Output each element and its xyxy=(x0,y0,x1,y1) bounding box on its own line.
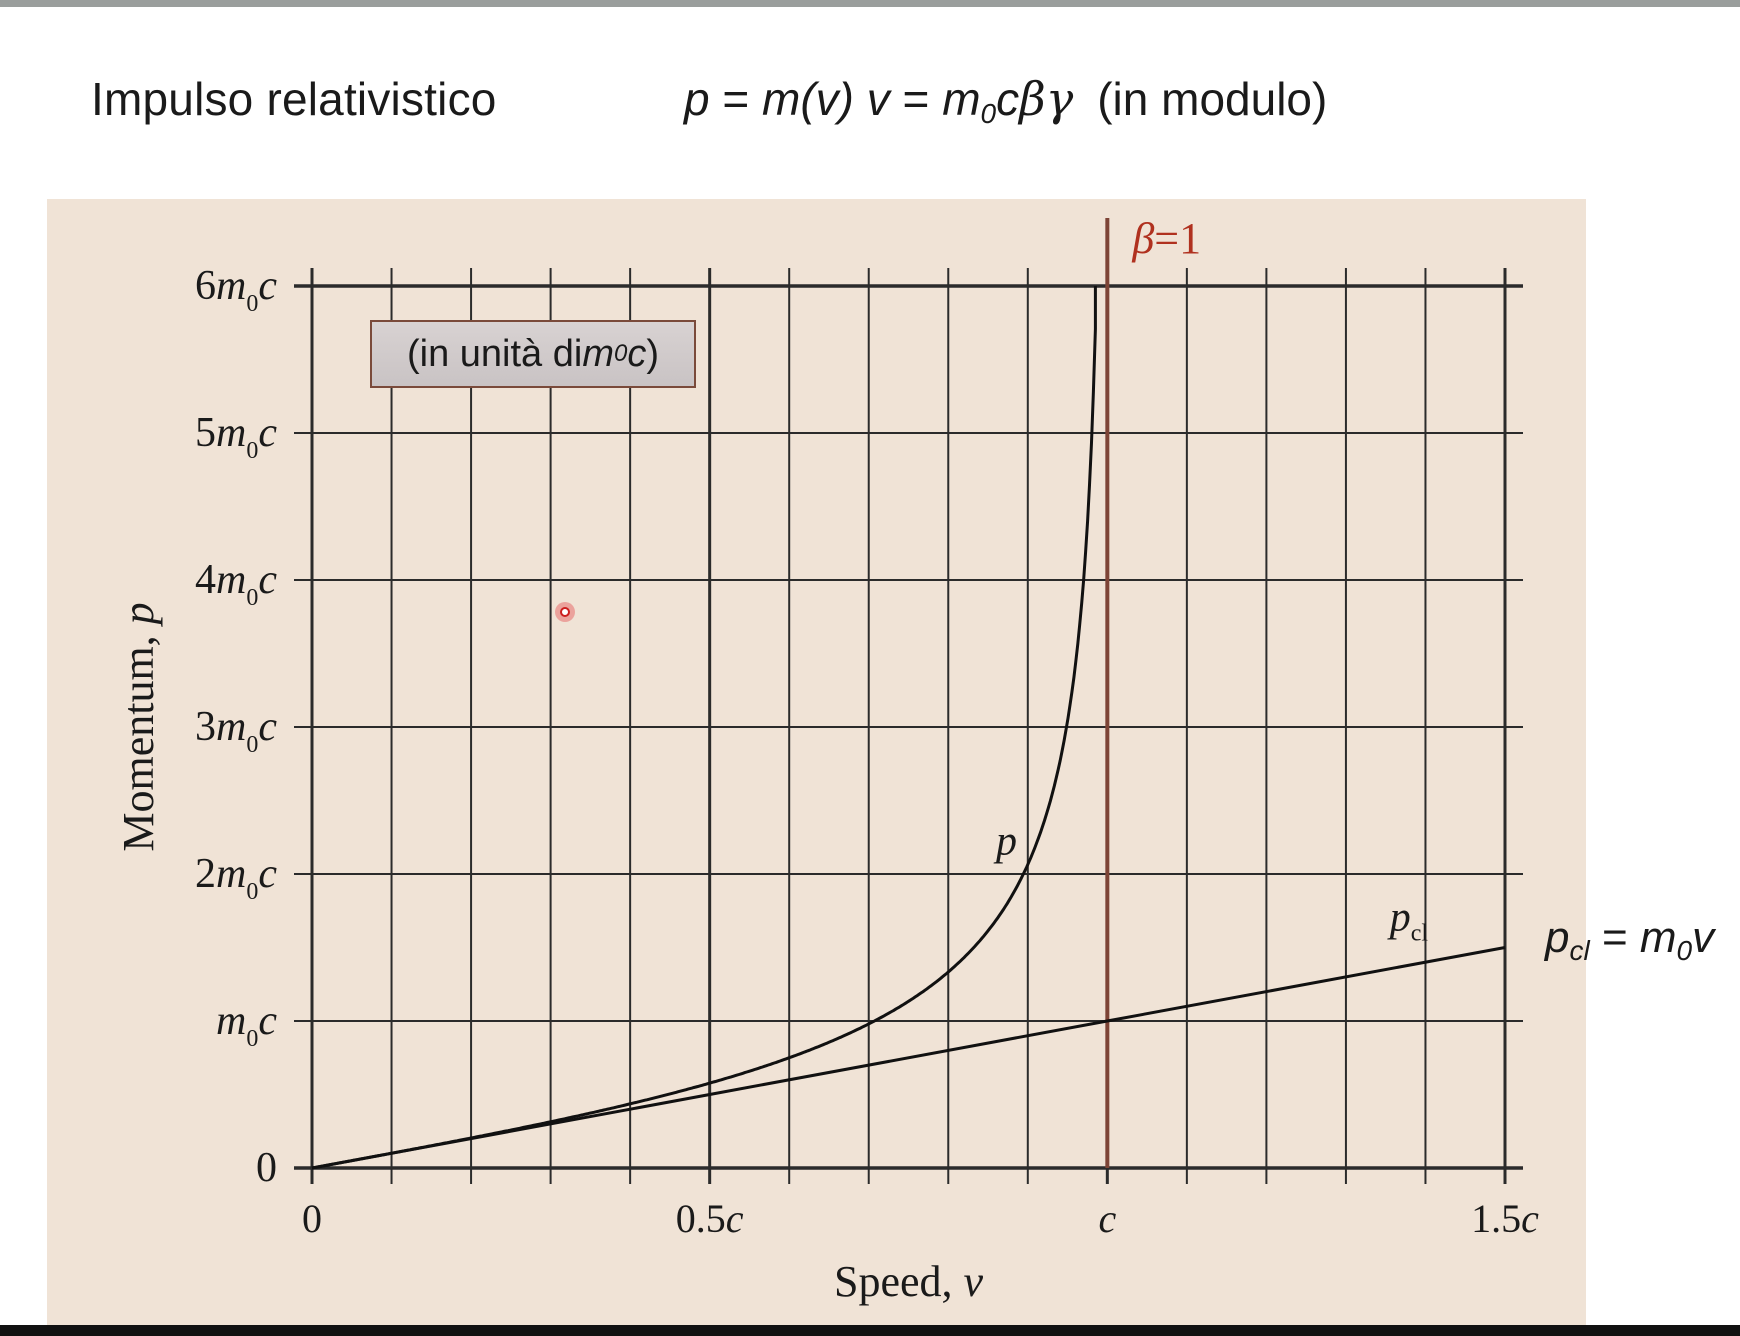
y-tick-label: 6m0c xyxy=(195,263,277,317)
formula-eq2: = xyxy=(889,73,943,125)
series-label-pcl: pcl xyxy=(1387,894,1429,946)
pcl-sub: cl xyxy=(1569,935,1590,966)
y-tick-label: 3m0c xyxy=(195,704,277,758)
formula-p: p xyxy=(684,73,710,125)
formula-mv: m(v) v xyxy=(762,73,890,125)
formula-m-sub: 0 xyxy=(980,98,997,129)
y-tick-label: 2m0c xyxy=(195,851,277,905)
pcl-eq: = xyxy=(1589,913,1640,962)
x-tick-label: 0 xyxy=(302,1196,322,1241)
classical-momentum-formula: pcl = m0v xyxy=(1545,913,1714,967)
y-tick-label: 0 xyxy=(256,1145,277,1191)
formula-m: m xyxy=(942,73,981,125)
pcl-v: v xyxy=(1692,913,1715,962)
y-tick-label: 5m0c xyxy=(195,410,277,464)
x-axis-label: Speed, v xyxy=(834,1257,984,1306)
units-note-close: ) xyxy=(646,332,659,375)
beta-one-label: β=1 xyxy=(1131,214,1201,263)
formula-beta-gamma: βγ xyxy=(1019,72,1074,126)
units-note-open: (in unità di xyxy=(407,332,583,375)
laser-pointer-icon xyxy=(555,602,575,622)
y-tick-label: m0c xyxy=(216,998,277,1052)
series-line-pcl xyxy=(311,946,1506,1170)
series-label-p: p xyxy=(993,819,1017,865)
units-note-m: m xyxy=(582,332,614,375)
units-note-box: (in unità di m 0 c) xyxy=(370,320,696,388)
units-note-c: c xyxy=(627,332,647,375)
window-bottom-bar xyxy=(0,1325,1740,1336)
slide-formula: p = m(v) v = m0cβγ (in modulo) xyxy=(684,72,1327,130)
pcl-m: m xyxy=(1639,913,1677,962)
formula-c: c xyxy=(996,73,1020,125)
window-top-bar xyxy=(0,0,1740,7)
pcl-m-sub: 0 xyxy=(1676,935,1693,966)
formula-eq1: = xyxy=(709,73,763,125)
slide-title: Impulso relativistico xyxy=(91,73,497,125)
pcl-p: p xyxy=(1545,913,1570,962)
formula-note: (in modulo) xyxy=(1097,73,1328,125)
y-tick-label: 4m0c xyxy=(195,557,277,611)
chart-panel xyxy=(47,199,1586,1325)
x-tick-label: 1.5c xyxy=(1471,1196,1539,1241)
y-axis-label: Momentum, p xyxy=(114,602,163,851)
x-tick-label: 0.5c xyxy=(676,1196,744,1241)
units-note-sub: 0 xyxy=(613,340,628,367)
x-tick-label: c xyxy=(1098,1196,1116,1241)
